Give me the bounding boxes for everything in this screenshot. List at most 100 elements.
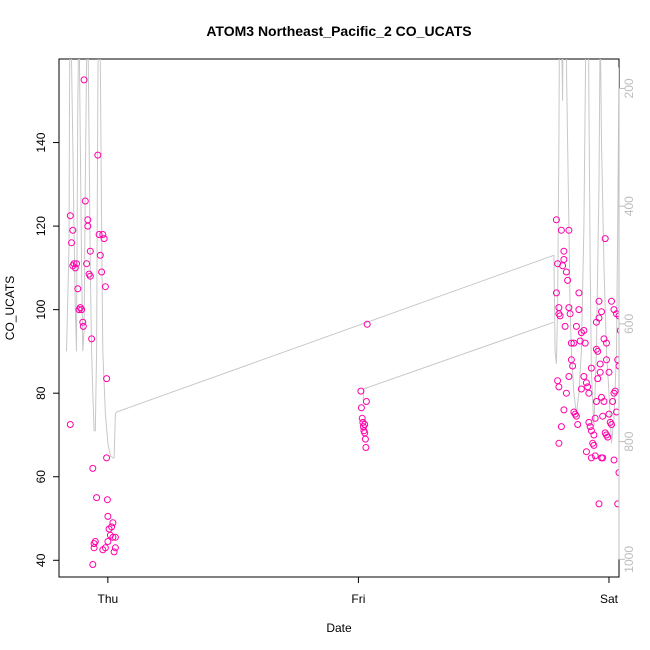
data-point xyxy=(567,339,575,347)
data-point xyxy=(555,304,563,312)
data-point xyxy=(99,231,107,238)
data-point xyxy=(604,433,612,441)
data-point xyxy=(592,398,600,405)
data-point xyxy=(596,360,604,368)
data-point xyxy=(109,519,117,527)
data-point xyxy=(595,297,603,305)
y2-tick-label: 1000 xyxy=(622,546,636,573)
data-point xyxy=(603,356,610,364)
data-point xyxy=(586,423,594,431)
data-point xyxy=(76,304,84,312)
data-point xyxy=(603,339,610,347)
data-point xyxy=(615,312,619,320)
data-point xyxy=(93,494,101,502)
data-point xyxy=(611,387,619,395)
data-point xyxy=(83,260,91,268)
data-point xyxy=(358,414,366,422)
data-point xyxy=(554,377,562,385)
y-tick-label: 80 xyxy=(34,386,48,400)
data-point xyxy=(555,439,563,447)
data-point xyxy=(581,339,589,347)
data-point xyxy=(84,222,92,230)
data-point xyxy=(614,356,619,364)
data-point xyxy=(613,408,619,416)
data-point xyxy=(357,387,365,395)
data-point xyxy=(582,379,590,387)
data-point xyxy=(94,151,102,159)
y-tick-label: 40 xyxy=(34,553,48,567)
data-point xyxy=(605,410,613,418)
data-point xyxy=(108,523,116,531)
data-point xyxy=(567,356,575,364)
data-point xyxy=(594,347,602,355)
data-point xyxy=(552,216,560,224)
data-point xyxy=(580,327,588,334)
data-point xyxy=(565,373,573,380)
data-point xyxy=(577,385,585,393)
data-point xyxy=(357,404,365,412)
data-point xyxy=(600,398,608,405)
data-point xyxy=(584,383,592,391)
data-point xyxy=(557,423,565,431)
data-point xyxy=(559,262,567,270)
data-point xyxy=(100,235,108,243)
data-point xyxy=(111,533,119,541)
data-point xyxy=(89,561,97,568)
data-point xyxy=(110,548,118,556)
data-point xyxy=(587,364,595,372)
data-point xyxy=(555,383,563,391)
data-point xyxy=(70,260,78,268)
data-point xyxy=(86,272,94,280)
y-tick-label: 60 xyxy=(34,470,48,484)
data-point xyxy=(560,256,568,263)
chart-title: ATOM3 Northeast_Pacific_2 CO_UCATS xyxy=(206,23,471,39)
data-point xyxy=(361,429,369,437)
data-point xyxy=(98,268,106,276)
data-point xyxy=(587,454,595,462)
data-point xyxy=(66,212,74,220)
plot-frame xyxy=(58,58,620,578)
data-point xyxy=(91,538,99,545)
data-point xyxy=(81,197,89,205)
data-point xyxy=(572,322,580,330)
data-point xyxy=(109,533,117,541)
data-point xyxy=(560,247,568,255)
data-point xyxy=(103,454,111,462)
data-point xyxy=(564,276,572,284)
data-point xyxy=(610,456,618,464)
y-tick-label: 140 xyxy=(34,132,48,152)
data-point xyxy=(561,322,569,330)
data-point xyxy=(580,373,588,380)
data-point xyxy=(75,306,83,314)
data-point xyxy=(599,412,607,420)
y2-tick-label: 600 xyxy=(622,314,636,334)
data-point xyxy=(361,435,369,443)
data-point xyxy=(615,469,619,477)
y2-tick-label: 400 xyxy=(622,196,636,216)
data-point xyxy=(78,306,86,314)
data-point xyxy=(562,389,570,397)
data-point xyxy=(79,322,87,330)
y2-tick-label: 800 xyxy=(622,431,636,451)
data-point xyxy=(585,389,593,397)
x-axis-label: Date xyxy=(326,621,352,635)
data-point xyxy=(99,546,107,554)
data-point xyxy=(566,310,574,318)
data-point xyxy=(74,285,82,293)
data-point xyxy=(68,239,75,247)
data-point xyxy=(103,375,111,383)
x-tick-label: Thu xyxy=(98,592,119,606)
y-tick-label: 120 xyxy=(34,216,48,236)
data-point xyxy=(562,268,570,276)
data-point xyxy=(590,441,598,449)
data-point xyxy=(598,308,605,316)
profile-line-1 xyxy=(66,59,619,459)
y2-tick-label: 200 xyxy=(622,78,636,98)
data-point xyxy=(560,406,568,414)
data-point xyxy=(565,304,573,312)
data-point xyxy=(104,512,112,520)
data-point xyxy=(585,418,593,426)
data-point xyxy=(594,375,602,383)
